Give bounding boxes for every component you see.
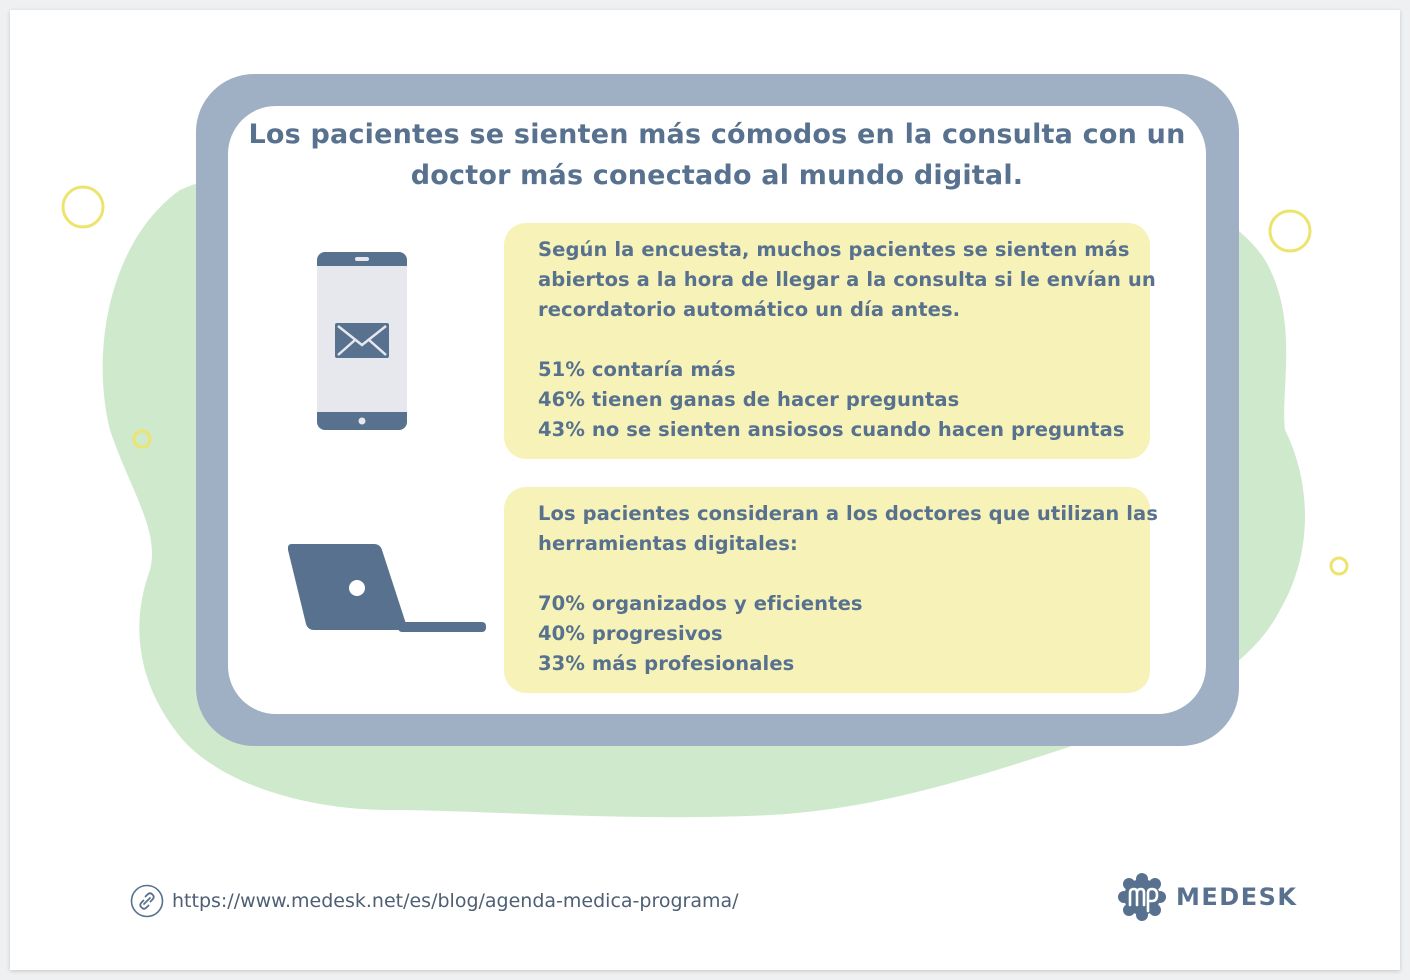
panel-intro-line: recordatorio automático un día antes. [538, 298, 961, 321]
smartphone-mail-icon [317, 252, 407, 430]
stat-line: 70% organizados y eficientes [538, 592, 863, 615]
panel-intro-line: abiertos a la hora de llegar a la consul… [538, 268, 1156, 291]
stat-line: 46% tienen ganas de hacer preguntas [538, 388, 960, 411]
medesk-logo-icon [1118, 873, 1166, 921]
envelope-icon [335, 323, 389, 358]
infographic-card: Los pacientes se sienten más cómodos en … [10, 10, 1400, 970]
page-title: Los pacientes se sienten más cómodos en … [248, 119, 1186, 191]
info-panel-reminders: Según la encuesta, muchos pacientes se s… [504, 223, 1156, 459]
stat-line: 43% no se sienten ansiosos cuando hacen … [538, 418, 1125, 441]
stat-line: 33% más profesionales [538, 652, 795, 675]
source-url[interactable]: https://www.medesk.net/es/blog/agenda-me… [172, 890, 739, 912]
panel-intro-line: Los pacientes consideran a los doctores … [538, 502, 1159, 525]
panel-intro-line: herramientas digitales: [538, 532, 798, 555]
brand-name: MEDESK [1176, 883, 1298, 911]
ring-decoration [61, 185, 105, 229]
panel-intro-line: Según la encuesta, muchos pacientes se s… [538, 238, 1130, 261]
ring-decoration [1329, 556, 1349, 576]
source-link[interactable]: https://www.medesk.net/es/blog/agenda-me… [130, 884, 739, 918]
ring-decoration [132, 429, 152, 449]
info-panel-digital-tools: Los pacientes consideran a los doctores … [504, 487, 1159, 693]
stat-line: 40% progresivos [538, 622, 723, 645]
laptop-icon [288, 544, 486, 632]
link-icon [130, 884, 164, 918]
ring-decoration [1268, 209, 1312, 253]
brand-logo: MEDESK [1118, 873, 1297, 921]
stat-line: 51% contaría más [538, 358, 736, 381]
